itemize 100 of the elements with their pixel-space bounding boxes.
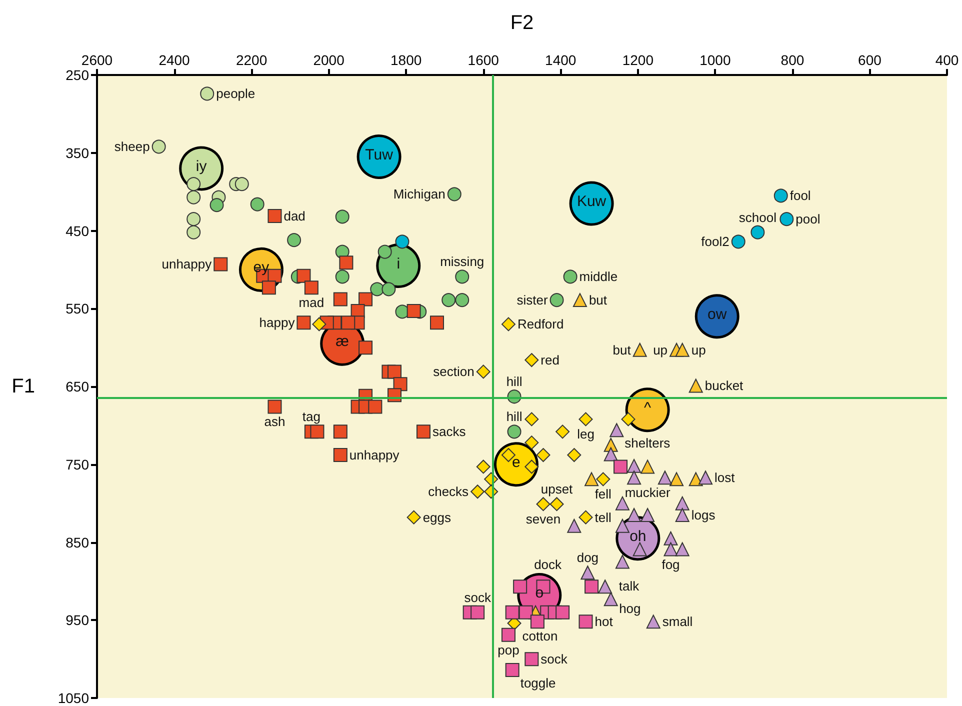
annotation: dock bbox=[534, 557, 562, 572]
x-tick-label: 1600 bbox=[468, 52, 500, 68]
y-tick-label: 250 bbox=[66, 67, 90, 83]
annotation: mad bbox=[298, 295, 324, 310]
point bbox=[250, 197, 264, 212]
point bbox=[310, 424, 324, 439]
annotation: section bbox=[433, 364, 474, 380]
y-tick-label: 350 bbox=[66, 144, 90, 161]
point bbox=[614, 460, 628, 474]
point bbox=[621, 412, 636, 426]
y-tick-label: 750 bbox=[66, 456, 90, 472]
point bbox=[550, 293, 564, 308]
annotation: sock bbox=[540, 652, 568, 667]
annotation: iy bbox=[196, 158, 208, 175]
point bbox=[578, 510, 593, 524]
point bbox=[524, 652, 539, 666]
point bbox=[632, 342, 647, 357]
point bbox=[627, 508, 642, 522]
annotation: Redford bbox=[517, 316, 564, 332]
point bbox=[627, 458, 642, 473]
point bbox=[406, 510, 421, 524]
y-tick-label: 550 bbox=[66, 300, 90, 317]
annotation: shelters bbox=[624, 436, 671, 451]
point bbox=[333, 424, 348, 439]
point bbox=[333, 292, 348, 306]
point bbox=[268, 208, 282, 223]
point bbox=[530, 614, 544, 629]
x-tick-label: 1200 bbox=[622, 52, 654, 68]
annotation: i bbox=[396, 255, 400, 272]
point bbox=[186, 212, 201, 226]
x-tick-label: 1400 bbox=[545, 52, 576, 68]
point bbox=[774, 188, 788, 203]
annotation: oh bbox=[630, 528, 646, 545]
x-axis-title: F2 bbox=[510, 12, 534, 34]
point bbox=[312, 317, 326, 332]
point bbox=[304, 280, 318, 295]
annotation: muckier bbox=[624, 485, 671, 500]
point bbox=[186, 225, 201, 240]
annotation: middle bbox=[579, 269, 618, 284]
y-axis-title: F1 bbox=[12, 376, 35, 398]
x-tick-label: 2400 bbox=[158, 52, 190, 68]
annotation: hill bbox=[506, 374, 522, 390]
point bbox=[580, 566, 595, 580]
point bbox=[524, 353, 539, 368]
point bbox=[524, 412, 539, 426]
annotation: fool bbox=[790, 188, 811, 204]
y-tick-label: 650 bbox=[66, 378, 90, 394]
point bbox=[470, 605, 485, 620]
point bbox=[598, 580, 612, 594]
point bbox=[186, 190, 201, 204]
point bbox=[455, 293, 470, 308]
point bbox=[200, 86, 214, 101]
point bbox=[584, 472, 599, 486]
point bbox=[658, 470, 672, 485]
annotation: sister bbox=[516, 292, 548, 308]
point bbox=[339, 256, 354, 270]
annotation: up bbox=[691, 342, 706, 358]
point bbox=[750, 225, 765, 240]
point bbox=[524, 436, 539, 450]
point bbox=[627, 470, 642, 485]
y-tick-label: 1050 bbox=[58, 690, 90, 706]
annotation: pop bbox=[498, 642, 520, 658]
point bbox=[615, 518, 630, 533]
point bbox=[567, 448, 582, 462]
point bbox=[335, 210, 350, 224]
point bbox=[406, 304, 421, 318]
point bbox=[296, 316, 311, 330]
point bbox=[632, 542, 647, 556]
point bbox=[333, 448, 348, 462]
annotation: e bbox=[512, 454, 520, 471]
point bbox=[214, 257, 228, 272]
annotation: fog bbox=[662, 556, 680, 572]
point bbox=[604, 592, 618, 606]
point bbox=[370, 282, 384, 296]
point bbox=[675, 342, 690, 357]
y-tick-label: 950 bbox=[66, 612, 90, 628]
point bbox=[615, 554, 630, 569]
point bbox=[550, 497, 564, 512]
annotation: hill bbox=[506, 409, 522, 424]
point bbox=[596, 472, 610, 486]
point bbox=[524, 460, 539, 474]
point bbox=[395, 234, 410, 249]
point bbox=[501, 317, 516, 332]
annotation: Michigan bbox=[393, 186, 446, 202]
point bbox=[335, 270, 350, 284]
annotation: cotton bbox=[522, 628, 558, 644]
annotation: æ bbox=[336, 333, 350, 350]
point bbox=[501, 628, 516, 642]
point bbox=[505, 662, 520, 677]
point bbox=[513, 580, 528, 594]
annotation: ^ bbox=[644, 399, 652, 416]
annotation: tell bbox=[594, 510, 612, 525]
annotation: upset bbox=[540, 482, 574, 497]
point bbox=[664, 542, 678, 556]
point bbox=[296, 268, 311, 283]
annotation: dog bbox=[576, 550, 599, 566]
point bbox=[640, 460, 655, 474]
point bbox=[675, 508, 690, 522]
annotation: small bbox=[662, 614, 693, 630]
point bbox=[505, 605, 520, 620]
